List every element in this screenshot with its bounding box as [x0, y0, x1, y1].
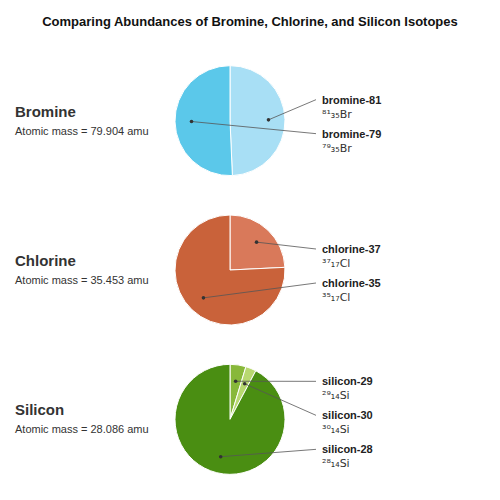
- slice-label: silicon-30: [322, 409, 373, 421]
- slices: [175, 364, 285, 474]
- slices: [175, 215, 285, 325]
- slice-formula: ⁸¹₃₅Br: [322, 108, 352, 121]
- leader-dot: [255, 240, 259, 244]
- slice-formula: ³⁵₁₇Cl: [322, 291, 350, 304]
- chart-subtitle: Atomic mass = 79.904 amu: [15, 125, 149, 137]
- leader-line: [268, 100, 316, 120]
- leader-line: [221, 449, 316, 456]
- slice-formula: ⁷⁹₃₅Br: [322, 142, 352, 155]
- pie-chart: Bromine Atomic mass = 79.904 amu bromine-8…: [15, 66, 381, 176]
- slice-label: chlorine-35: [322, 277, 381, 289]
- leader-dot: [243, 382, 247, 386]
- slice: [230, 66, 285, 176]
- slice: [175, 215, 285, 325]
- slice-formula: ²⁹₁₄Si: [322, 389, 350, 402]
- leader-line: [236, 381, 316, 382]
- leader-line: [192, 122, 316, 134]
- leader-dot: [219, 455, 223, 459]
- slice-label: bromine-81: [322, 94, 381, 106]
- leader-line: [257, 242, 316, 249]
- chart-subtitle: Atomic mass = 35.453 amu: [15, 274, 149, 286]
- slice: [175, 364, 285, 474]
- leader-dot: [267, 118, 271, 122]
- chart-root: Comparing Abundances of Bromine, Chlorin…: [0, 0, 500, 500]
- pie-chart: Silicon Atomic mass = 28.086 amu silicon-2…: [15, 364, 373, 474]
- leader-dot: [202, 296, 206, 300]
- title: Comparing Abundances of Bromine, Chlorin…: [42, 14, 458, 29]
- slice-label: chlorine-37: [322, 243, 381, 255]
- slices: [175, 66, 285, 176]
- slice-label: silicon-29: [322, 375, 373, 387]
- leader-line: [203, 283, 316, 298]
- slice: [230, 215, 285, 270]
- slice-formula: ³⁰₁₄Si: [322, 423, 350, 436]
- slice-formula: ³⁷₁₇Cl: [322, 257, 350, 270]
- slice-label: bromine-79: [322, 128, 381, 140]
- slice-formula: ²⁸₁₄Si: [322, 457, 350, 470]
- leader-line: [245, 384, 316, 416]
- chart-subtitle: Atomic mass = 28.086 amu: [15, 423, 149, 435]
- slice-label: silicon-28: [322, 443, 373, 455]
- pie-chart: Chlorine Atomic mass = 35.453 amu chlorine…: [15, 215, 381, 325]
- chart-title: Bromine: [15, 103, 76, 120]
- chart-title: Silicon: [15, 401, 64, 418]
- leader-dot: [234, 379, 238, 383]
- chart-title: Chlorine: [15, 252, 76, 269]
- leader-dot: [190, 120, 194, 124]
- slice: [175, 66, 232, 176]
